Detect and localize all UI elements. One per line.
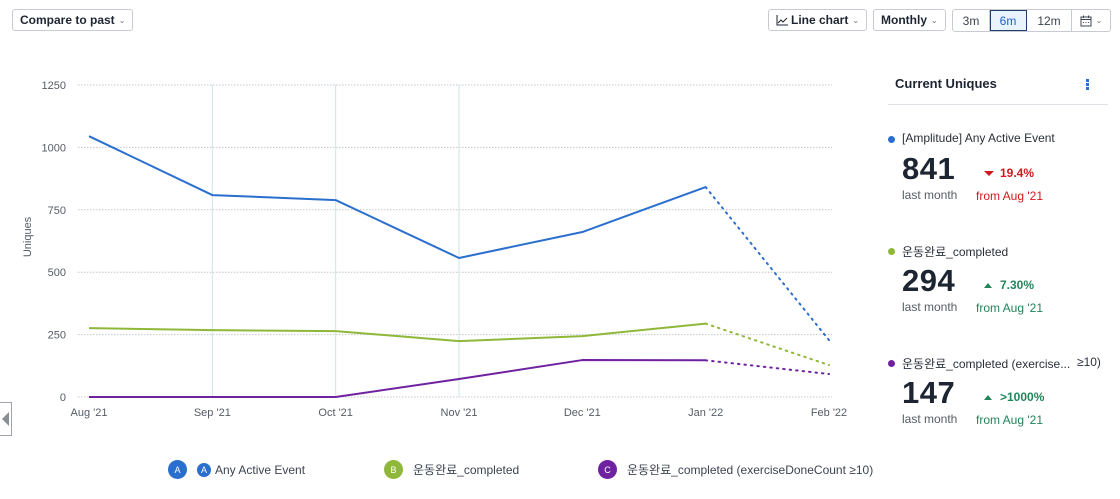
metric-change-value: 7.30% [1000,278,1035,292]
range-6m-button[interactable]: 6m [990,10,1027,31]
metric-from: from Aug '21 [976,413,1043,427]
down-arrow-icon [984,171,994,177]
metric-sub: last month [902,412,958,426]
y-tick-label: 0 [60,392,66,404]
series-projection-b [704,322,830,367]
chevron-down-icon: ⌄ [931,15,938,25]
series-line-a [88,135,707,259]
metric-from: from Aug '21 [976,189,1043,203]
legend-label: 운동완료_completed [413,463,520,477]
up-arrow-icon [984,395,992,401]
series-c-dot [888,360,895,367]
series-line-b [88,322,706,343]
date-picker-button[interactable]: ⌄ [1072,10,1110,31]
y-axis-label: Uniques [22,216,34,257]
chevron-down-icon: ⌄ [1095,16,1103,25]
up-arrow-icon [984,283,992,289]
x-tick-label: Dec '21 [564,407,601,419]
legend-label: 운동완료_completed (exerciseDoneCount ≥10) [627,463,874,477]
y-tick-label: 500 [48,267,66,279]
metric-sub: last month [902,188,958,202]
metric-change: 19.4% [984,166,1034,180]
compare-label: Compare to past [20,13,115,27]
x-tick-label: Feb '22 [811,407,847,419]
chart-legend: A A Any Active Event B 운동완료_completed C … [0,460,1120,482]
y-tick-label: 1250 [42,80,66,92]
metric-change: >1000% [984,390,1044,404]
line-chart: 0 250 500 750 1000 1250 Aug '21 Sep '21 Oct '21… [22,80,847,419]
x-tick-label: Sep '21 [194,407,231,419]
chevron-down-icon: ⌄ [118,15,126,25]
metric-sub: last month [902,300,958,314]
x-tick-label: Oct '21 [318,407,353,419]
metric-value: 294 [902,263,956,298]
x-tick-label: Jan '22 [688,407,723,419]
x-tick-label: Nov '21 [441,407,478,419]
range-3m-button[interactable]: 3m [953,10,990,31]
legend-item-b[interactable]: B 운동완료_completed [384,460,519,479]
chart-type-label: Line chart [791,13,849,27]
y-tick-label: 750 [48,205,66,217]
metric-value: 147 [902,375,956,410]
metric-card-b: 운동완료_completed 294 last month 7.30% from… [884,243,1108,343]
y-tick-label: 1000 [42,142,66,154]
panel-title: Current Uniques [895,76,997,91]
divider [888,104,1108,105]
legend-item-a[interactable]: A A Any Active Event [168,460,305,479]
metric-change: 7.30% [984,278,1034,292]
interval-dropdown[interactable]: Monthly ⌄ [873,9,946,31]
interval-label: Monthly [881,13,927,27]
series-b-dot [888,248,895,255]
line-chart-icon [776,14,788,25]
more-options-icon[interactable] [1086,79,1089,91]
amplitude-icon: A [197,462,211,477]
collapse-sidebar-handle[interactable] [0,402,12,436]
series-badge: A [168,460,187,479]
metric-change-value: 19.4% [1000,166,1035,180]
chart-type-dropdown[interactable]: Line chart ⌄ [768,9,868,31]
series-badge: B [384,460,403,479]
calendar-icon [1080,15,1092,26]
metric-card-a: [Amplitude] Any Active Event 841 last mo… [884,131,1108,231]
series-line-c [89,359,706,398]
caret-left-icon [2,412,9,426]
legend-label: Any Active Event [215,462,306,477]
series-projection-c [704,359,830,376]
legend-item-c[interactable]: C 운동완료_completed (exerciseDoneCount ≥10) [598,460,873,479]
metric-name: [Amplitude] Any Active Event [902,131,1055,145]
chevron-down-icon: ⌄ [852,15,860,25]
metric-card-c: 운동완료_completed (exercise... ≥10) 147 las… [884,355,1108,455]
y-tick-label: 250 [48,330,66,342]
metric-change-value: >1000% [1000,390,1045,404]
x-tick-label: Aug '21 [71,407,108,419]
metric-name-suffix: ≥10) [1077,355,1101,369]
series-badge: C [598,460,617,479]
series-projection-a [704,186,830,342]
range-selector: 3m 6m 12m ⌄ [952,9,1111,32]
compare-to-past-button[interactable]: Compare to past ⌄ [12,9,134,31]
metric-name: 운동완료_completed [902,245,1009,259]
series-a-dot [888,136,895,143]
range-12m-button[interactable]: 12m [1027,10,1072,31]
metric-value: 841 [902,151,956,186]
metric-from: from Aug '21 [976,301,1043,315]
metric-name: 운동완료_completed (exercise... [902,357,1071,371]
